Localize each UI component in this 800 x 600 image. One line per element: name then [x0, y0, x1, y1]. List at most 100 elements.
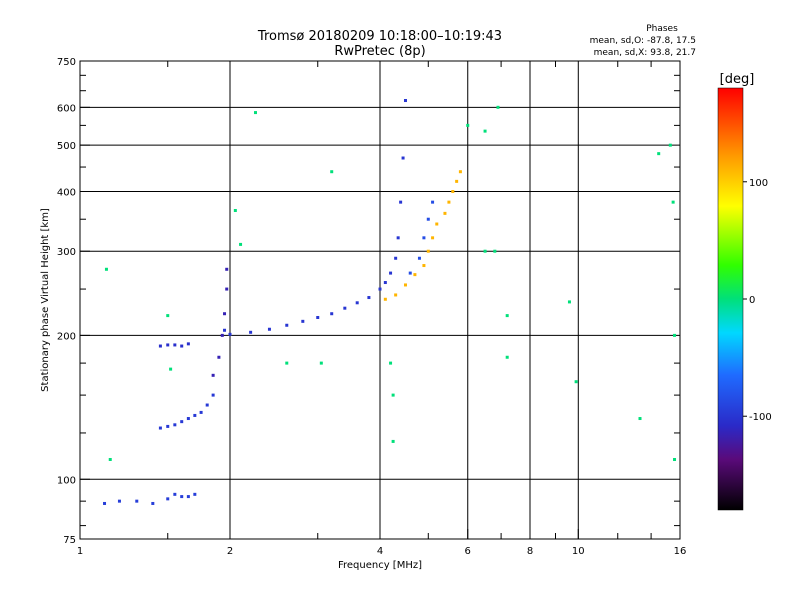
data-point [389, 361, 393, 365]
data-point [466, 123, 470, 127]
data-point [173, 492, 177, 496]
data-point [426, 217, 430, 221]
data-point [108, 457, 112, 461]
colorbar-tick-label: 0 [749, 295, 755, 306]
series-group [223, 99, 407, 336]
data-point [330, 312, 334, 316]
x-tick-label: 16 [674, 546, 687, 557]
y-tick-label: 100 [57, 475, 76, 486]
data-point [169, 367, 173, 371]
data-point [104, 267, 108, 271]
data-point [638, 417, 642, 421]
data-point [389, 271, 393, 275]
data-point [443, 211, 447, 215]
y-tick-label: 300 [57, 247, 76, 258]
data-point [673, 333, 677, 337]
data-point [505, 314, 509, 318]
data-point [378, 287, 382, 291]
data-point [399, 200, 403, 204]
data-point [330, 170, 334, 174]
data-point [394, 293, 398, 297]
data-point [193, 413, 197, 417]
chart-title: Tromsø 20180209 10:18:00–10:19:43 [257, 29, 502, 44]
phase-info-o: mean, sd,O: -87.8, 17.5 [590, 36, 696, 46]
data-point [401, 156, 405, 160]
x-tick-label: 1 [77, 546, 83, 557]
colorbar-tick-label: 100 [749, 178, 768, 189]
data-point [657, 152, 661, 156]
data-point [458, 170, 462, 174]
phase-info-heading: Phases [646, 24, 678, 34]
data-point [422, 236, 426, 240]
data-point [413, 273, 417, 277]
data-point [422, 264, 426, 268]
data-point [223, 312, 227, 316]
data-point [228, 332, 232, 336]
data-point [166, 343, 170, 347]
colorbar-tick-label: -100 [749, 412, 772, 423]
data-point [249, 330, 253, 334]
data-point [180, 420, 184, 424]
x-tick-label: 10 [572, 546, 585, 557]
data-point [435, 222, 439, 226]
series-group [383, 170, 462, 301]
data-point [505, 355, 509, 359]
data-point [225, 267, 229, 271]
data-point [220, 333, 224, 337]
data-point [403, 99, 407, 103]
data-point [173, 343, 177, 347]
data-point [355, 301, 359, 305]
chart-subtitle: RwPretec (8p) [334, 44, 425, 59]
data-point [186, 417, 190, 421]
data-point [391, 439, 395, 443]
data-point [223, 328, 227, 332]
series-group [408, 200, 435, 275]
data-point [483, 249, 487, 253]
data-point [166, 314, 170, 318]
data-point [233, 209, 237, 213]
data-point [447, 200, 451, 204]
data-point [301, 319, 305, 323]
data-point [417, 256, 421, 260]
y-tick-label: 200 [57, 331, 76, 342]
data-point [117, 499, 121, 503]
data-point [186, 342, 190, 346]
data-point [493, 249, 497, 253]
y-tick-label: 600 [57, 103, 76, 114]
data-point [158, 426, 162, 430]
data-point [211, 393, 215, 397]
data-point [199, 410, 203, 414]
data-point [408, 271, 412, 275]
data-points [103, 99, 677, 505]
data-point [426, 249, 430, 253]
data-point [431, 236, 435, 240]
data-point [166, 424, 170, 428]
x-tick-label: 4 [377, 546, 383, 557]
data-point [403, 283, 407, 287]
data-point [574, 380, 578, 384]
data-point [205, 403, 209, 407]
x-tick-label: 2 [227, 546, 233, 557]
data-point [567, 300, 571, 304]
data-point [217, 355, 221, 359]
data-point [383, 297, 387, 301]
colorbar-ticks: -100 0 100 [743, 178, 772, 423]
data-point [173, 423, 177, 427]
data-point [158, 344, 162, 348]
data-point [285, 323, 289, 327]
data-point [253, 111, 257, 115]
data-point [319, 361, 323, 365]
series-group [158, 342, 190, 348]
data-point [394, 256, 398, 260]
data-point [135, 499, 139, 503]
data-point [483, 129, 487, 133]
data-point [391, 393, 395, 397]
data-point [285, 361, 289, 365]
data-point [383, 281, 387, 285]
y-tick-label: 500 [57, 141, 76, 152]
series-group [211, 267, 229, 377]
data-point [673, 457, 677, 461]
data-point [193, 492, 197, 496]
y-tick-label: 400 [57, 187, 76, 198]
